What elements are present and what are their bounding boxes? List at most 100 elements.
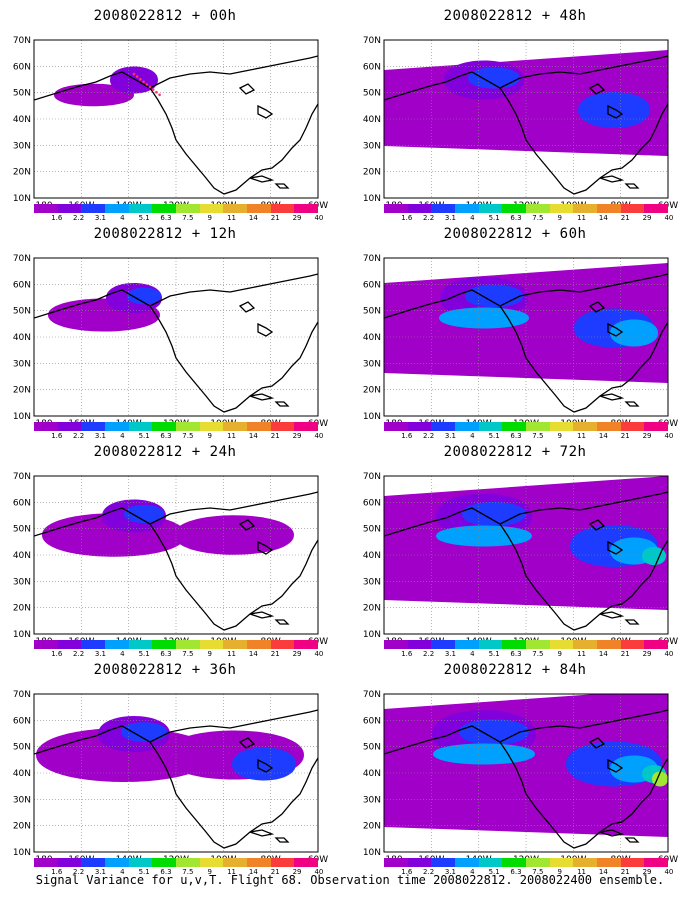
lat-tick-label: 20N (363, 604, 381, 614)
colorbar-labels: 1.6 2.2 3.1 4 5.1 6.3 7.5 9 11 14 21 29 40 (34, 650, 323, 660)
observation-point (132, 72, 136, 76)
map-panel: 2008022812 + 00h70N60N50N40N30N20N10N180… (0, 8, 330, 222)
variance-region (36, 728, 212, 782)
colorbar-swatch (620, 640, 645, 649)
lat-tick-label: 50N (13, 89, 31, 99)
panel-title: 2008022812 + 36h (93, 662, 237, 678)
coastline (149, 709, 318, 743)
colorbar-swatch (105, 204, 129, 213)
colorbar-swatch (384, 640, 408, 649)
coastline (238, 737, 274, 773)
colorbar-swatch (384, 204, 408, 213)
colorbar-label: 29 (642, 214, 652, 222)
panel-title: 2008022812 + 00h (93, 8, 237, 24)
colorbar-swatch (620, 858, 645, 867)
colorbar-label: 9 (207, 432, 212, 440)
colorbar-swatch (81, 640, 106, 649)
colorbar-label: 3.1 (94, 214, 107, 222)
colorbar (384, 422, 669, 431)
coastline (384, 289, 668, 413)
lat-tick-label: 70N (13, 690, 31, 700)
lat-tick-label: 30N (363, 359, 381, 369)
colorbar-swatch (407, 422, 432, 431)
panel-title: 2008022812 + 72h (443, 444, 587, 460)
colorbar-label: 9 (207, 868, 212, 876)
colorbar-swatch (407, 204, 432, 213)
colorbar-label: 40 (314, 650, 324, 658)
map-panel: 2008022812 + 36h70N60N50N40N30N20N10N180… (0, 662, 330, 876)
coastline (249, 829, 290, 843)
colorbar-labels: 1.6 2.2 3.1 4 5.1 6.3 7.5 9 11 14 21 29 40 (34, 214, 323, 224)
lat-tick-label: 50N (363, 743, 381, 753)
colorbar-swatch (502, 204, 527, 213)
coastline (238, 301, 274, 337)
plot-frame (383, 475, 669, 635)
colorbar-label: 14 (598, 214, 608, 222)
colorbar-label: 7.5 (182, 868, 194, 876)
coastline (149, 491, 318, 525)
colorbar-label: 3.1 (94, 432, 107, 440)
colorbar-swatch (502, 422, 527, 431)
colorbar-swatch (644, 422, 669, 431)
lat-tick-label: 20N (363, 386, 381, 396)
colorbar-swatch (57, 858, 82, 867)
colorbar-swatch (644, 204, 669, 213)
variance-region (174, 515, 294, 555)
colorbar-label: 6.3 (510, 214, 522, 222)
lat-tick-label: 10N (13, 194, 31, 204)
coastline (149, 55, 318, 89)
colorbar-label: 1.6 (401, 432, 413, 440)
observation-point (155, 90, 158, 94)
colorbar-label: 5.1 (488, 432, 500, 440)
colorbar-swatch (294, 640, 319, 649)
panel-title: 2008022812 + 60h (443, 226, 587, 242)
colorbar-swatch (105, 640, 129, 649)
coastline (599, 393, 640, 407)
colorbar-swatch (128, 204, 153, 213)
map-panel: 2008022812 + 48h70N60N50N40N30N20N10N180… (350, 8, 680, 222)
colorbar-swatch (384, 422, 408, 431)
lat-tick-label: 20N (13, 604, 31, 614)
plot-frame (33, 693, 319, 853)
colorbar-label: 11 (577, 432, 586, 440)
colorbar-label: 3.1 (444, 214, 457, 222)
lat-tick-label: 20N (363, 168, 381, 178)
lat-tick-label: 60N (13, 716, 31, 726)
colorbar-swatch (549, 204, 574, 213)
variance-region (110, 66, 158, 94)
lat-tick-label: 70N (13, 254, 31, 264)
lat-tick-label: 40N (363, 333, 381, 343)
colorbar-swatch (549, 640, 574, 649)
colorbar-swatch (407, 858, 432, 867)
colorbar-labels: 1.6 2.2 3.1 4 5.1 6.3 7.5 9 11 14 21 29 40 (384, 432, 673, 442)
colorbar-swatch (644, 640, 669, 649)
lat-tick-label: 70N (13, 36, 31, 46)
colorbar-swatch (478, 640, 503, 649)
colorbar-swatch (384, 858, 408, 867)
colorbar-swatch (34, 204, 58, 213)
map-panel: 2008022812 + 24h70N60N50N40N30N20N10N180… (0, 444, 330, 658)
colorbar-label: 1.6 (51, 214, 63, 222)
variance-map: 70N60N50N40N30N20N10N180160W140W120W100W… (363, 36, 678, 211)
colorbar-label: 5.1 (488, 650, 500, 658)
coastline (588, 737, 624, 773)
colorbar-label: 6.3 (510, 432, 522, 440)
lat-tick-label: 50N (363, 525, 381, 535)
colorbar-label: 7.5 (532, 650, 544, 658)
variance-region (578, 92, 650, 128)
colorbar-labels: 1.6 2.2 3.1 4 5.1 6.3 7.5 9 11 14 21 29 40 (34, 432, 323, 442)
lat-tick-label: 10N (363, 194, 381, 204)
colorbar-label: 14 (598, 650, 608, 658)
colorbar-swatch (597, 204, 621, 213)
colorbar-label: 21 (620, 214, 630, 222)
lat-tick-label: 40N (13, 333, 31, 343)
colorbar-label: 6.3 (160, 214, 172, 222)
colorbar-swatch (223, 858, 248, 867)
colorbar-label: 14 (598, 868, 608, 876)
colorbar-swatch (81, 204, 106, 213)
panel-title: 2008022812 + 48h (443, 8, 587, 24)
colorbar-label: 5.1 (138, 650, 150, 658)
coastline (499, 709, 668, 743)
colorbar-label: 11 (227, 868, 236, 876)
coastline (249, 611, 290, 625)
